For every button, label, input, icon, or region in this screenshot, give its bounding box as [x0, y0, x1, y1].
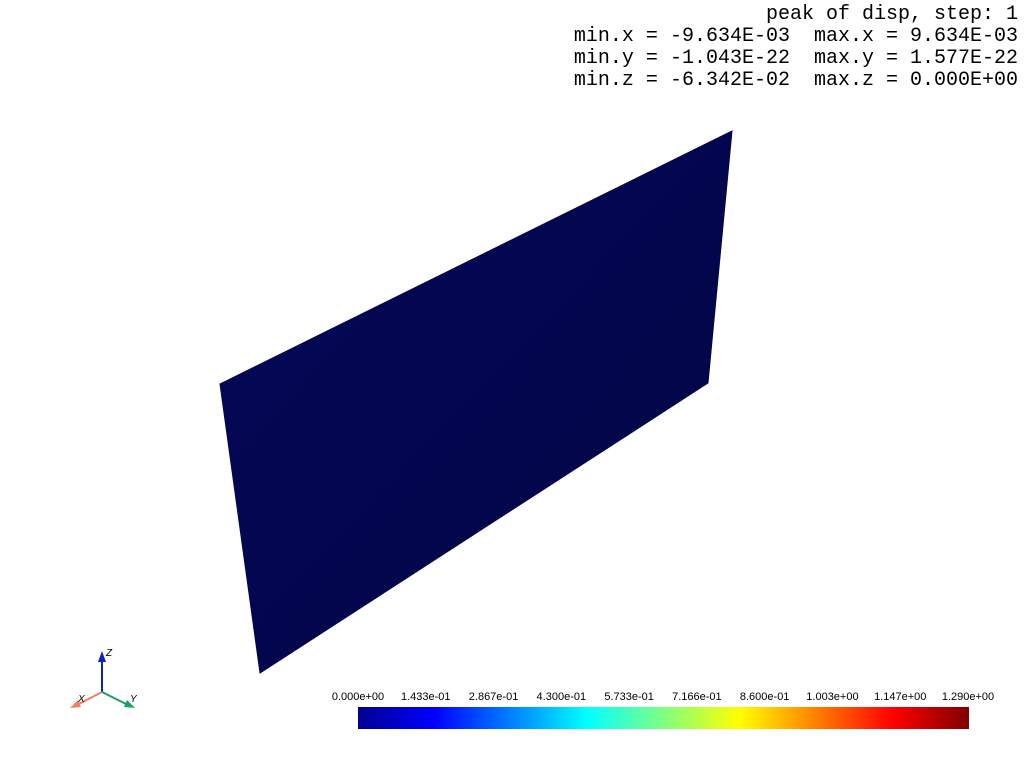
x-axis-arrow	[70, 700, 81, 708]
plate-mesh[interactable]	[219, 130, 733, 674]
colorbar-tick-label: 1.433e-01	[400, 691, 451, 703]
y-axis-label: Y	[130, 694, 138, 705]
colorbar-tick-label: 1.003e+00	[806, 691, 859, 703]
x-axis-label: X	[77, 694, 85, 705]
y-axis-line	[101, 691, 129, 706]
info-x-range: min.x = -9.634E-03 max.x = 9.634E-03	[573, 25, 1018, 48]
colorbar-tick-label: 4.300e-01	[536, 691, 587, 703]
colorbar-tick-label: 7.166e-01	[672, 691, 722, 703]
z-axis-label: Z	[105, 648, 113, 659]
info-z-range: min.z = -6.342E-02 max.z = 0.000E+00	[573, 69, 1018, 92]
orientation-axes: Z X Y	[70, 648, 138, 708]
x-axis-line	[76, 691, 103, 706]
z-axis-arrow	[98, 651, 106, 662]
y-axis-arrow	[124, 700, 135, 708]
colorbar-tick-label: 5.733e-01	[604, 691, 654, 703]
colorbar-tick-label: 1.147e+00	[874, 691, 927, 703]
info-title: peak of disp, step: 1	[765, 3, 1018, 26]
colorbar-tick-label: 8.600e-01	[739, 691, 790, 703]
colorbar-tick-label: 0.000e+00	[331, 691, 385, 703]
colorbar-labels: 0.000e+00 1.433e-01 2.867e-01 4.300e-01 5.73…	[324, 690, 1002, 706]
colorbar-tick-label: 1.290e+00	[941, 691, 995, 703]
colorbar	[358, 707, 969, 729]
info-y-range: min.y = -1.043E-22 max.y = 1.577E-22	[573, 47, 1018, 70]
colorbar-tick-label: 2.867e-01	[468, 691, 519, 703]
